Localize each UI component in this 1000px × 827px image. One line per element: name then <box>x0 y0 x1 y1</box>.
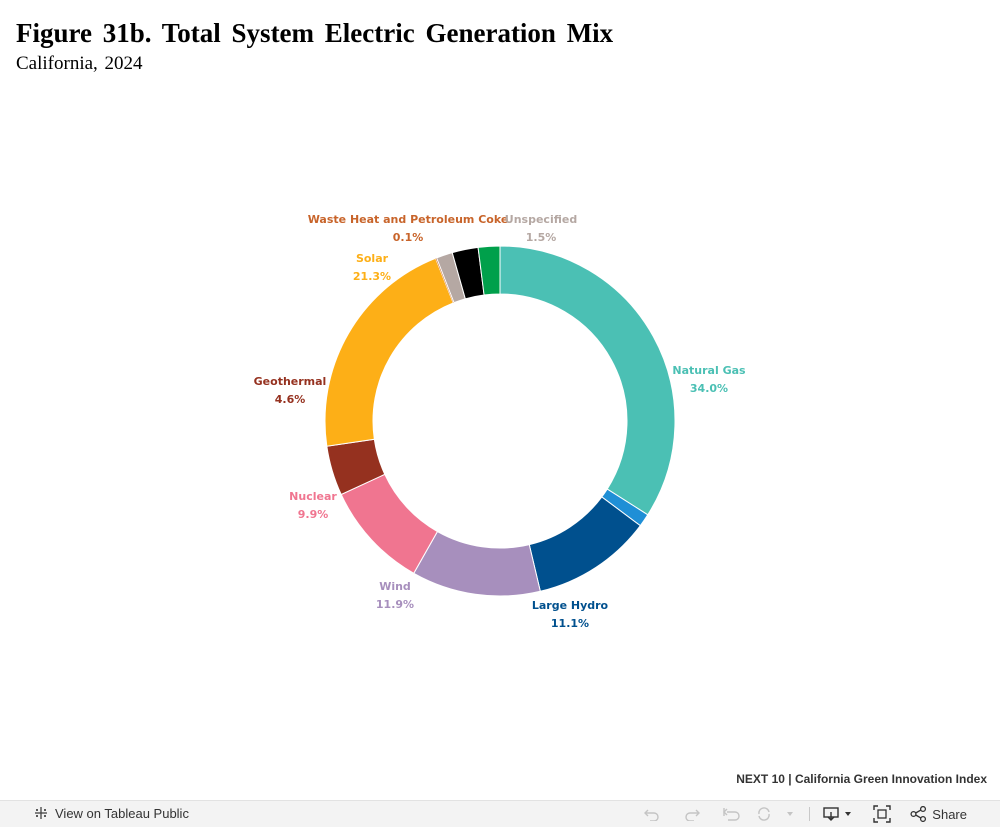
slice-label-nuclear: Nuclear <box>289 490 337 503</box>
slice-value-waste-heat-and-petroleum-coke: 0.1% <box>393 231 424 244</box>
undo-button[interactable] <box>639 801 665 827</box>
slice-natural-gas[interactable] <box>499 245 676 516</box>
toolbar-separator <box>809 807 811 821</box>
share-button[interactable]: Share <box>910 801 967 827</box>
slice-value-large-hydro: 11.1% <box>551 617 589 630</box>
slice-unlabeled-10[interactable] <box>477 245 501 296</box>
tableau-logo-icon <box>35 807 47 819</box>
slice-wind[interactable] <box>413 530 541 597</box>
fullscreen-icon <box>873 805 891 823</box>
donut-chart: Natural Gas 34.0% Large Hydro 11.1% Wind 11.9… <box>254 213 746 630</box>
source-credit: NEXT 10 | California Green Innovation In… <box>736 772 987 786</box>
revert-icon <box>723 808 740 821</box>
toolbar-actions: Share <box>639 801 1000 827</box>
slice-value-natural-gas: 34.0% <box>690 382 728 395</box>
redo-button[interactable] <box>679 801 705 827</box>
slice-label-wind: Wind <box>379 580 411 593</box>
slice-label-geothermal: Geothermal <box>254 375 327 388</box>
slice-label-solar: Solar <box>356 252 389 265</box>
slice-labels: Natural Gas 34.0% Large Hydro 11.1% Wind 11.9… <box>254 213 746 630</box>
fullscreen-button[interactable] <box>872 801 892 827</box>
refresh-icon <box>758 807 794 821</box>
view-on-tableau-button[interactable]: View on Tableau Public <box>33 805 189 821</box>
redo-icon <box>685 809 701 821</box>
slice-label-waste-heat-and-petroleum-coke: Waste Heat and Petroleum Coke <box>308 213 509 226</box>
slice-label-natural-gas: Natural Gas <box>672 364 746 377</box>
slice-value-nuclear: 9.9% <box>298 508 329 521</box>
download-button[interactable] <box>822 801 856 827</box>
share-label: Share <box>932 806 967 822</box>
refresh-button[interactable] <box>755 801 797 827</box>
chart-subtitle: California, 2024 <box>16 53 143 74</box>
download-icon <box>823 807 852 821</box>
share-icon <box>910 806 927 822</box>
slice-value-geothermal: 4.6% <box>275 393 306 406</box>
chart-title: Figure 31b. Total System Electric Genera… <box>16 18 614 48</box>
donut-slices <box>324 245 676 597</box>
tableau-toolbar: View on Tableau Public <box>0 800 1000 827</box>
slice-label-unspecified: Unspecified <box>505 213 577 226</box>
undo-icon <box>644 809 659 821</box>
revert-button[interactable] <box>719 801 745 827</box>
slice-value-solar: 21.3% <box>353 270 391 283</box>
slice-value-unspecified: 1.5% <box>526 231 557 244</box>
view-on-tableau-label: View on Tableau Public <box>55 805 189 821</box>
slice-value-wind: 11.9% <box>376 598 414 611</box>
slice-solar[interactable] <box>324 257 454 447</box>
slice-label-large-hydro: Large Hydro <box>532 599 609 612</box>
